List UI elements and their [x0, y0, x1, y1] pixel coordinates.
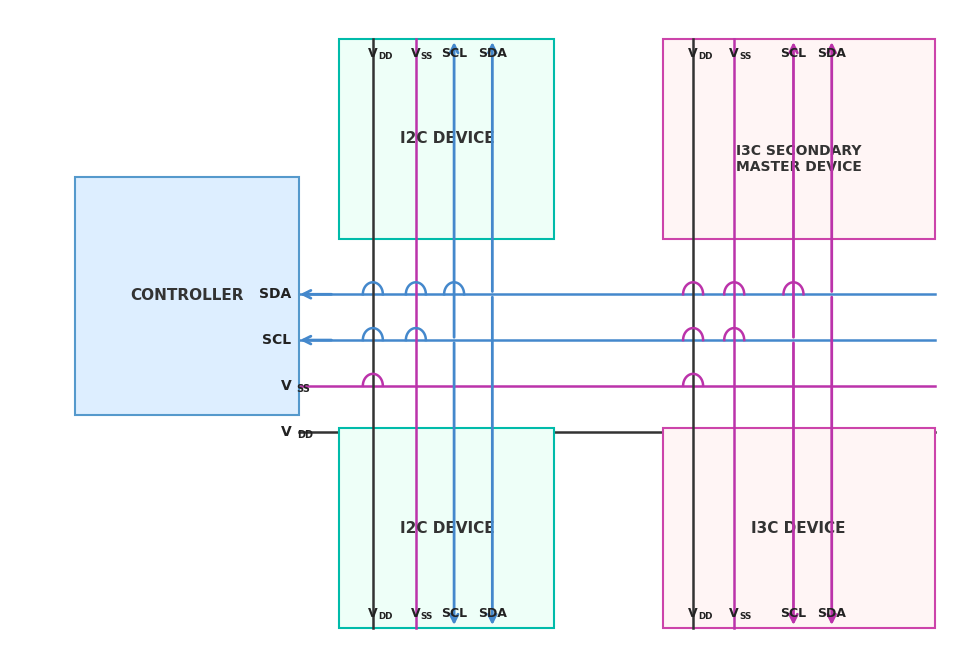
- FancyBboxPatch shape: [339, 428, 554, 628]
- Text: SS: SS: [421, 613, 433, 621]
- Text: SDA: SDA: [478, 608, 507, 621]
- Text: V: V: [729, 608, 739, 621]
- FancyBboxPatch shape: [75, 177, 299, 415]
- Text: V: V: [368, 608, 378, 621]
- Text: DD: DD: [378, 613, 392, 621]
- Text: SCL: SCL: [441, 46, 467, 60]
- FancyBboxPatch shape: [663, 39, 935, 239]
- Text: SCL: SCL: [262, 333, 292, 347]
- Text: V: V: [688, 46, 698, 60]
- Text: SCL: SCL: [780, 608, 807, 621]
- Text: I2C DEVICE: I2C DEVICE: [400, 131, 494, 146]
- Text: I3C SECONDARY
MASTER DEVICE: I3C SECONDARY MASTER DEVICE: [736, 144, 861, 174]
- Text: SS: SS: [296, 385, 311, 394]
- Text: V: V: [411, 46, 421, 60]
- Text: SS: SS: [739, 613, 751, 621]
- Text: SDA: SDA: [817, 46, 846, 60]
- Text: SS: SS: [421, 52, 433, 61]
- Text: SS: SS: [739, 52, 751, 61]
- Text: I3C DEVICE: I3C DEVICE: [751, 521, 846, 536]
- Text: DD: DD: [698, 613, 712, 621]
- Text: I2C DEVICE: I2C DEVICE: [400, 521, 494, 536]
- Text: CONTROLLER: CONTROLLER: [130, 288, 244, 303]
- Text: V: V: [280, 379, 292, 393]
- Text: SDA: SDA: [817, 608, 846, 621]
- Text: DD: DD: [378, 52, 392, 61]
- Text: SCL: SCL: [441, 608, 467, 621]
- Text: DD: DD: [698, 52, 712, 61]
- Text: DD: DD: [296, 430, 313, 440]
- FancyBboxPatch shape: [663, 428, 935, 628]
- Text: V: V: [411, 608, 421, 621]
- Text: SCL: SCL: [780, 46, 807, 60]
- Text: SDA: SDA: [259, 287, 292, 301]
- Text: V: V: [688, 608, 698, 621]
- Text: SDA: SDA: [478, 46, 507, 60]
- FancyBboxPatch shape: [339, 39, 554, 239]
- Text: V: V: [729, 46, 739, 60]
- Text: V: V: [280, 424, 292, 439]
- Text: V: V: [368, 46, 378, 60]
